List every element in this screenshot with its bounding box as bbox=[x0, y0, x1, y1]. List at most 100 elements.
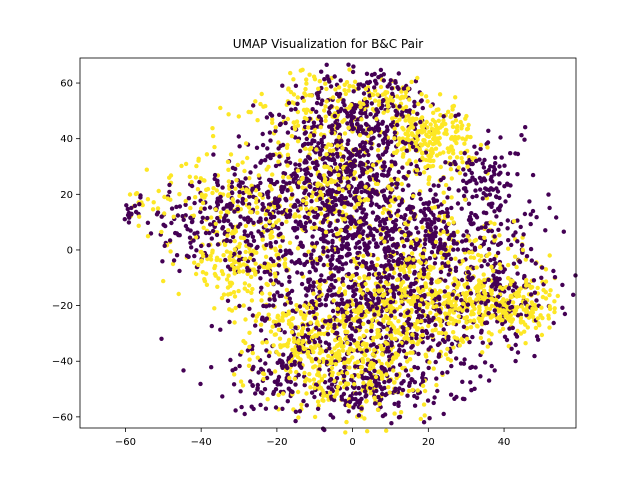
scatter-point bbox=[529, 258, 534, 263]
scatter-point bbox=[393, 355, 399, 360]
scatter-point bbox=[496, 172, 502, 177]
scatter-point bbox=[514, 334, 520, 339]
scatter-point bbox=[386, 210, 392, 215]
scatter-point bbox=[382, 221, 388, 226]
scatter-point bbox=[376, 75, 381, 80]
scatter-point bbox=[428, 226, 433, 231]
scatter-point bbox=[333, 87, 338, 92]
scatter-point bbox=[229, 203, 235, 208]
scatter-point bbox=[310, 334, 316, 340]
scatter-point bbox=[323, 348, 329, 354]
scatter-point bbox=[330, 95, 336, 100]
scatter-point bbox=[352, 292, 358, 297]
scatter-point bbox=[328, 84, 334, 89]
scatter-point bbox=[460, 301, 466, 306]
scatter-point bbox=[300, 244, 305, 249]
scatter-point bbox=[421, 217, 426, 222]
scatter-point bbox=[486, 330, 492, 335]
scatter-point bbox=[310, 260, 315, 265]
scatter-point bbox=[508, 295, 514, 300]
scatter-point bbox=[530, 301, 535, 307]
scatter-point bbox=[465, 234, 470, 239]
scatter-point bbox=[170, 261, 176, 267]
scatter-point bbox=[191, 238, 196, 243]
scatter-point bbox=[322, 108, 327, 113]
scatter-point bbox=[323, 114, 328, 119]
scatter-point bbox=[402, 314, 407, 319]
scatter-point bbox=[315, 406, 321, 411]
scatter-point bbox=[370, 304, 375, 309]
scatter-point bbox=[422, 413, 427, 418]
scatter-point bbox=[483, 169, 488, 175]
scatter-point bbox=[307, 211, 312, 216]
scatter-point bbox=[381, 110, 386, 115]
scatter-point bbox=[376, 298, 381, 303]
scatter-point bbox=[512, 254, 518, 259]
scatter-point bbox=[304, 206, 309, 212]
scatter-point bbox=[375, 256, 380, 262]
scatter-point bbox=[288, 369, 293, 374]
scatter-point bbox=[418, 119, 423, 125]
scatter-point bbox=[361, 253, 366, 259]
scatter-point bbox=[476, 226, 481, 231]
scatter-point bbox=[199, 192, 204, 197]
scatter-point bbox=[360, 264, 365, 269]
scatter-point bbox=[256, 370, 261, 375]
scatter-point bbox=[432, 216, 437, 221]
scatter-point bbox=[482, 360, 488, 365]
scatter-point bbox=[213, 207, 218, 212]
scatter-point bbox=[474, 265, 479, 270]
scatter-point bbox=[305, 327, 311, 332]
scatter-point bbox=[261, 104, 266, 109]
scatter-point bbox=[342, 131, 348, 136]
scatter-point bbox=[420, 151, 425, 156]
scatter-point bbox=[421, 402, 427, 407]
scatter-point bbox=[276, 352, 282, 357]
scatter-point bbox=[391, 325, 397, 330]
scatter-point bbox=[215, 242, 221, 247]
scatter-point bbox=[339, 344, 344, 349]
scatter-point bbox=[453, 95, 458, 100]
scatter-point bbox=[331, 298, 336, 303]
scatter-point bbox=[454, 140, 459, 146]
scatter-point bbox=[353, 147, 359, 152]
scatter-point bbox=[378, 371, 384, 376]
scatter-point bbox=[539, 305, 544, 310]
scatter-point bbox=[126, 220, 132, 225]
scatter-point bbox=[329, 104, 334, 109]
scatter-point bbox=[279, 282, 284, 287]
scatter-point bbox=[347, 67, 352, 72]
scatter-point bbox=[305, 176, 310, 182]
scatter-point bbox=[356, 86, 361, 91]
scatter-point bbox=[451, 330, 456, 335]
scatter-point bbox=[500, 317, 505, 323]
scatter-point bbox=[348, 119, 354, 124]
scatter-point bbox=[305, 215, 310, 220]
scatter-point bbox=[285, 152, 291, 157]
scatter-point bbox=[351, 219, 356, 224]
scatter-point bbox=[296, 332, 301, 337]
scatter-point bbox=[313, 356, 319, 362]
scatter-point bbox=[441, 118, 446, 123]
scatter-point bbox=[258, 276, 263, 281]
scatter-point bbox=[378, 84, 384, 90]
scatter-point bbox=[378, 219, 383, 225]
scatter-point bbox=[321, 249, 326, 254]
scatter-point bbox=[551, 268, 556, 274]
scatter-point bbox=[339, 292, 344, 298]
scatter-point bbox=[330, 123, 335, 128]
scatter-point bbox=[433, 136, 438, 141]
scatter-point bbox=[267, 291, 272, 296]
scatter-point bbox=[357, 245, 362, 250]
scatter-point bbox=[249, 298, 255, 303]
scatter-point bbox=[339, 193, 344, 199]
scatter-point bbox=[426, 271, 431, 277]
scatter-point bbox=[423, 165, 428, 170]
scatter-point bbox=[337, 198, 342, 203]
scatter-point bbox=[281, 171, 286, 176]
scatter-point bbox=[199, 249, 204, 255]
scatter-point bbox=[374, 174, 379, 179]
scatter-point bbox=[258, 402, 263, 408]
scatter-point bbox=[346, 88, 351, 93]
scatter-point bbox=[277, 318, 282, 323]
